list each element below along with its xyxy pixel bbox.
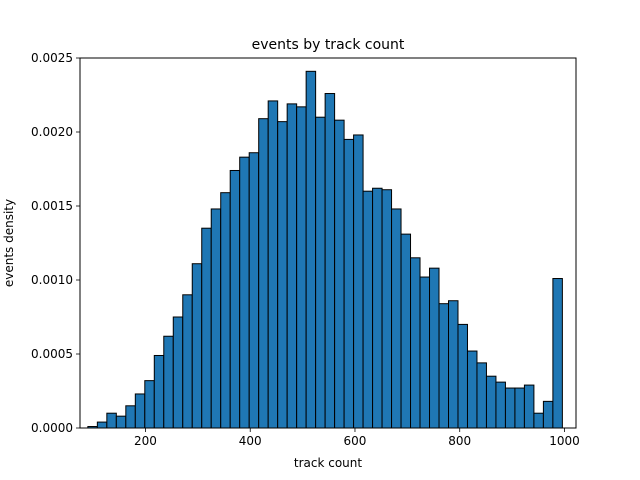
y-tick-label: 0.0025 xyxy=(31,51,73,65)
histogram-bar xyxy=(372,187,383,429)
histogram-bar xyxy=(514,387,525,429)
histogram-bar xyxy=(229,169,241,429)
histogram-bar xyxy=(182,294,193,429)
histogram-bar xyxy=(172,316,184,429)
histogram-bar xyxy=(504,387,516,429)
x-axis-ticks: 200 400 600 800 1000 xyxy=(134,428,580,448)
histogram-bar xyxy=(220,192,231,429)
histogram-bar xyxy=(353,134,364,429)
histogram-bar xyxy=(438,303,450,429)
histogram-bar xyxy=(457,323,468,429)
y-tick-label: 0.0000 xyxy=(31,421,73,435)
histogram-bar xyxy=(305,70,317,429)
histogram-bar xyxy=(267,100,279,429)
histogram-bar xyxy=(391,208,402,429)
y-tick-label: 0.0010 xyxy=(31,273,73,287)
histogram-bar xyxy=(258,118,269,429)
histogram-bar xyxy=(239,156,250,429)
histogram-bar xyxy=(343,138,355,429)
histogram-bar xyxy=(552,278,563,429)
histogram-bar xyxy=(144,380,155,429)
histogram-bar xyxy=(381,189,393,429)
histogram-bar xyxy=(334,119,345,429)
histogram-bar xyxy=(542,400,554,429)
histogram-bar xyxy=(163,335,174,429)
histogram-bar xyxy=(286,103,298,429)
y-axis-ticks: 0.0000 0.0005 0.0010 0.0015 0.0020 0.0025 xyxy=(31,51,80,435)
x-tick-label: 400 xyxy=(239,434,262,448)
histogram-bar xyxy=(485,375,497,429)
histogram-bar xyxy=(362,190,374,429)
histogram-bar xyxy=(106,412,117,429)
chart-title: events by track count xyxy=(252,37,405,53)
x-tick-label: 800 xyxy=(448,434,471,448)
histogram-bar xyxy=(134,393,146,429)
histogram-bar xyxy=(115,415,127,429)
histogram-bar xyxy=(277,121,288,429)
histogram-bar xyxy=(495,381,506,429)
plot-frame xyxy=(79,57,577,429)
histogram-bar xyxy=(476,362,487,429)
histogram-bar xyxy=(96,421,108,429)
histogram-bar xyxy=(191,263,203,429)
histogram-bar xyxy=(429,267,440,429)
histogram-bar xyxy=(533,412,544,429)
histogram-bar xyxy=(410,257,421,429)
y-axis-label: events density xyxy=(2,199,16,287)
histogram-bar xyxy=(419,276,431,429)
x-tick-label: 1000 xyxy=(549,434,580,448)
y-tick-label: 0.0005 xyxy=(31,347,73,361)
histogram-bar xyxy=(324,93,336,429)
histogram-bar xyxy=(400,233,412,429)
histogram-bar xyxy=(125,405,136,429)
y-tick-label: 0.0020 xyxy=(31,125,73,139)
x-tick-label: 600 xyxy=(344,434,367,448)
histogram-bar xyxy=(315,116,326,429)
x-axis-label: track count xyxy=(294,456,363,470)
histogram-bar xyxy=(523,384,535,429)
histogram-bar xyxy=(466,350,478,429)
histogram-bar xyxy=(201,227,212,429)
y-tick-label: 0.0015 xyxy=(31,199,73,213)
histogram-bar xyxy=(248,152,260,429)
histogram-bar xyxy=(153,354,165,429)
histogram-bar xyxy=(448,300,459,429)
histogram-bar xyxy=(296,106,307,429)
x-tick-label: 200 xyxy=(134,434,157,448)
histogram-bar xyxy=(210,208,222,429)
